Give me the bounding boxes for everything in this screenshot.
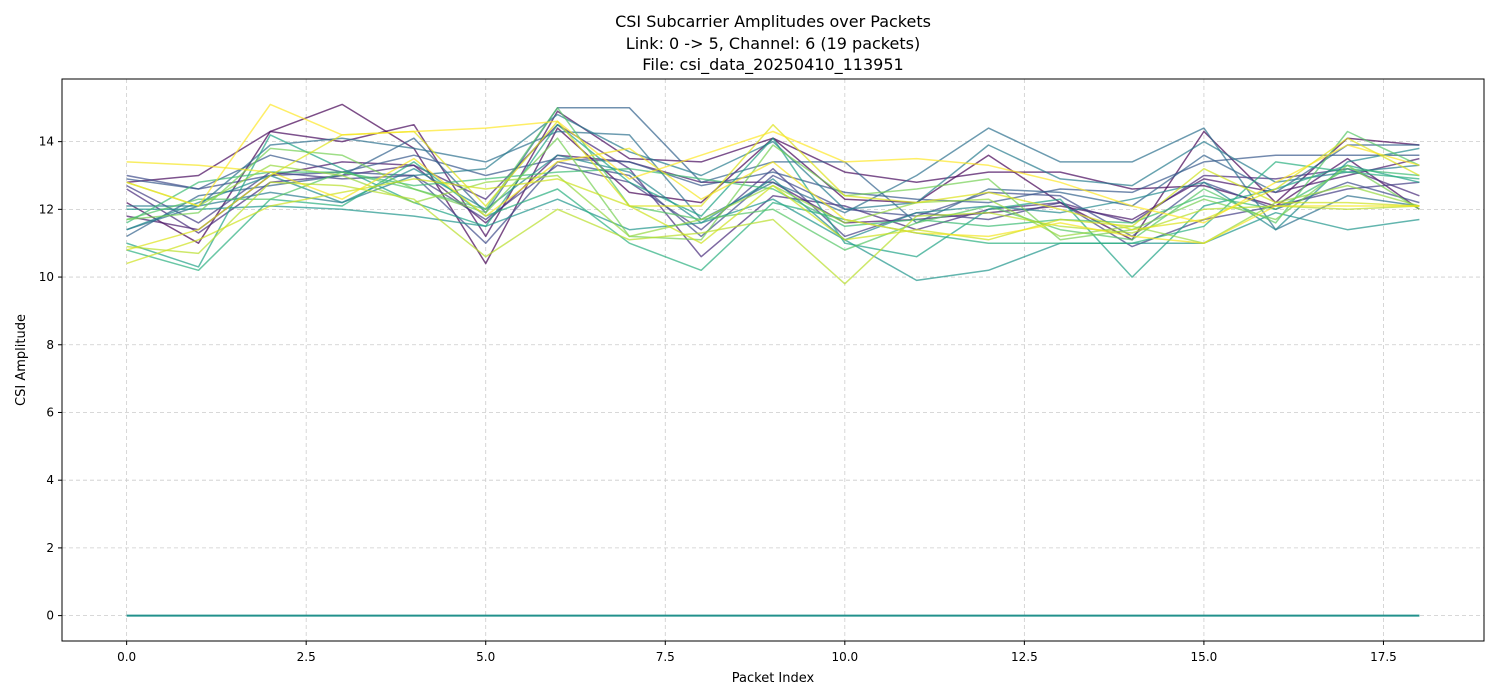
x-axis-label: Packet Index [732, 671, 815, 686]
y-tick-label: 2 [46, 541, 54, 555]
series-line-8 [126, 127, 1420, 231]
series-lines [126, 103, 1420, 617]
x-tick-label: 17.5 [1370, 650, 1397, 664]
series-line-19 [126, 167, 1420, 265]
axes-frame [61, 78, 1485, 642]
grid [62, 79, 1484, 641]
x-tick-label: 0.0 [117, 650, 136, 664]
y-tick-label: 0 [46, 609, 54, 623]
chart-title-line-3: File: csi_data_20250410_113951 [642, 55, 904, 74]
y-tick-label: 14 [39, 135, 54, 149]
y-tick-label: 4 [46, 473, 54, 487]
x-tick-label: 12.5 [1011, 650, 1038, 664]
chart-title-line-1: CSI Subcarrier Amplitudes over Packets [615, 12, 931, 31]
series-line-13 [126, 161, 1420, 272]
series-line-15 [126, 107, 1420, 251]
x-tick-label: 7.5 [656, 650, 675, 664]
series-line-18 [126, 181, 1420, 285]
series-line-22 [126, 147, 1420, 244]
y-tick-label: 8 [46, 338, 54, 352]
x-tick-label: 10.0 [831, 650, 858, 664]
x-tick-label: 15.0 [1191, 650, 1218, 664]
y-tick-label: 6 [46, 405, 54, 419]
y-tick-label: 10 [39, 270, 54, 284]
x-tick-label: 2.5 [297, 650, 316, 664]
y-tick-label: 12 [39, 202, 54, 216]
chart-title-line-2: Link: 0 -> 5, Channel: 6 (19 packets) [625, 34, 921, 53]
series-line-21 [126, 103, 1420, 224]
x-tick-label: 5.0 [476, 650, 495, 664]
ticks: 0.0 2.5 5.0 7.5 10.0 12.5 15.0 17.5 0 2 4 6 8 10 12 14 [39, 135, 1397, 664]
series-line-16 [126, 137, 1420, 241]
series-line-12 [126, 123, 1420, 278]
y-axis-label: CSI Amplitude [14, 314, 29, 406]
series-line-10 [126, 147, 1420, 241]
